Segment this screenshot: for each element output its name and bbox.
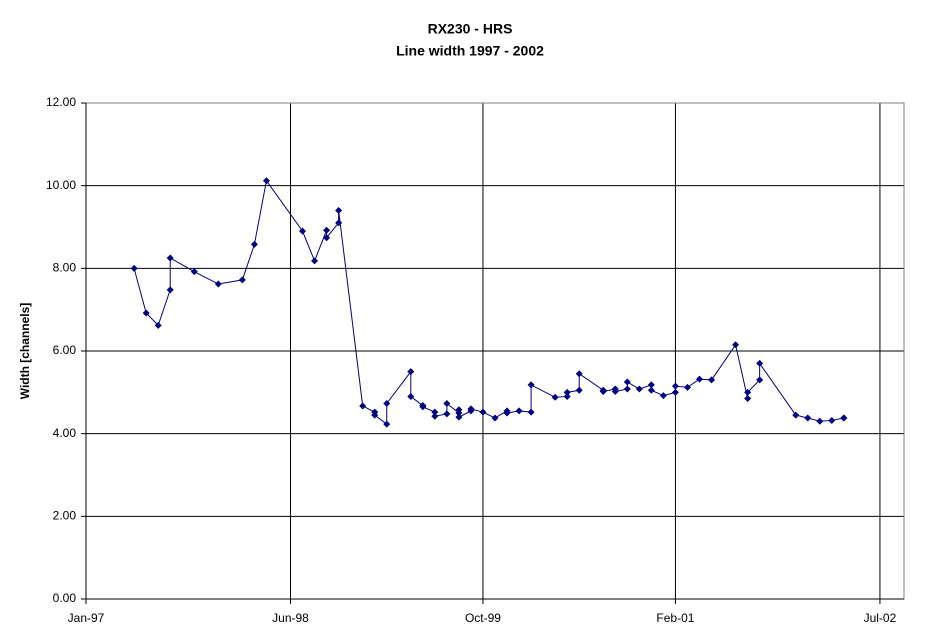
data-point — [443, 410, 451, 418]
x-tick-label: Oct-99 — [465, 611, 501, 625]
data-point — [154, 321, 162, 329]
data-point — [732, 341, 740, 349]
data-point — [792, 411, 800, 419]
data-point — [443, 399, 451, 407]
data-point — [130, 264, 138, 272]
y-tick-label: 0.00 — [53, 591, 77, 605]
data-line — [133, 179, 844, 426]
data-point — [323, 234, 331, 242]
data-point — [816, 417, 824, 425]
data-point — [563, 392, 571, 400]
y-tick-label: 6.00 — [53, 343, 77, 357]
data-point — [335, 206, 343, 214]
y-tick-label: 12.00 — [46, 95, 76, 109]
data-point — [635, 385, 643, 393]
data-point — [671, 388, 679, 396]
x-tick-label: Jul-02 — [864, 611, 897, 625]
y-tick-label: 10.00 — [46, 178, 76, 192]
data-point — [623, 385, 631, 393]
data-point — [647, 386, 655, 394]
data-point — [479, 408, 487, 416]
data-point — [611, 388, 619, 396]
x-tick-label: Jan-97 — [68, 611, 105, 625]
data-point — [696, 375, 703, 383]
data-point — [744, 395, 752, 403]
data-point — [407, 368, 415, 376]
data-point — [371, 411, 379, 419]
data-point — [503, 409, 511, 417]
data-point — [250, 240, 258, 248]
data-point — [431, 412, 439, 420]
data-point — [551, 393, 559, 401]
data-point — [455, 413, 463, 421]
data-point — [238, 276, 246, 284]
x-tick-label: Jun-98 — [272, 611, 309, 625]
data-point — [299, 227, 307, 235]
data-point — [407, 392, 415, 400]
data-point — [671, 382, 679, 390]
data-point — [659, 392, 667, 400]
x-tick-label: Feb-01 — [656, 611, 694, 625]
data-point — [431, 408, 439, 416]
y-axis-label: Width [channels] — [18, 303, 32, 400]
data-point — [214, 280, 222, 288]
data-point — [708, 376, 716, 384]
data-point — [383, 399, 391, 407]
data-point — [756, 359, 764, 367]
data-point — [563, 388, 571, 396]
data-point — [419, 403, 427, 411]
data-point — [455, 406, 463, 414]
data-point — [804, 414, 812, 422]
data-point — [383, 420, 391, 428]
chart-title: RX230 - HRS — [428, 21, 513, 37]
data-point — [142, 309, 150, 317]
data-point — [467, 405, 475, 413]
y-tick-label: 4.00 — [53, 426, 77, 440]
data-point — [335, 219, 343, 227]
data-point — [190, 268, 198, 276]
data-point — [599, 388, 607, 396]
y-tick-label: 2.00 — [53, 509, 77, 523]
data-point — [515, 407, 523, 415]
data-point — [491, 414, 499, 422]
data-point — [683, 383, 691, 391]
y-tick-label: 8.00 — [53, 261, 77, 275]
data-point — [828, 416, 836, 424]
data-point — [359, 402, 367, 410]
data-point — [527, 381, 535, 389]
data-point — [262, 177, 270, 185]
data-point — [840, 414, 848, 422]
data-point — [575, 370, 583, 378]
data-point — [311, 257, 319, 265]
chart-subtitle: Line width 1997 - 2002 — [396, 43, 544, 59]
data-point — [166, 254, 174, 262]
data-point — [647, 381, 655, 389]
data-point — [744, 388, 752, 396]
data-point — [575, 386, 583, 394]
data-point — [623, 378, 631, 386]
data-point — [323, 226, 331, 234]
data-point — [527, 408, 535, 416]
data-point — [756, 376, 764, 384]
data-point — [166, 286, 174, 294]
